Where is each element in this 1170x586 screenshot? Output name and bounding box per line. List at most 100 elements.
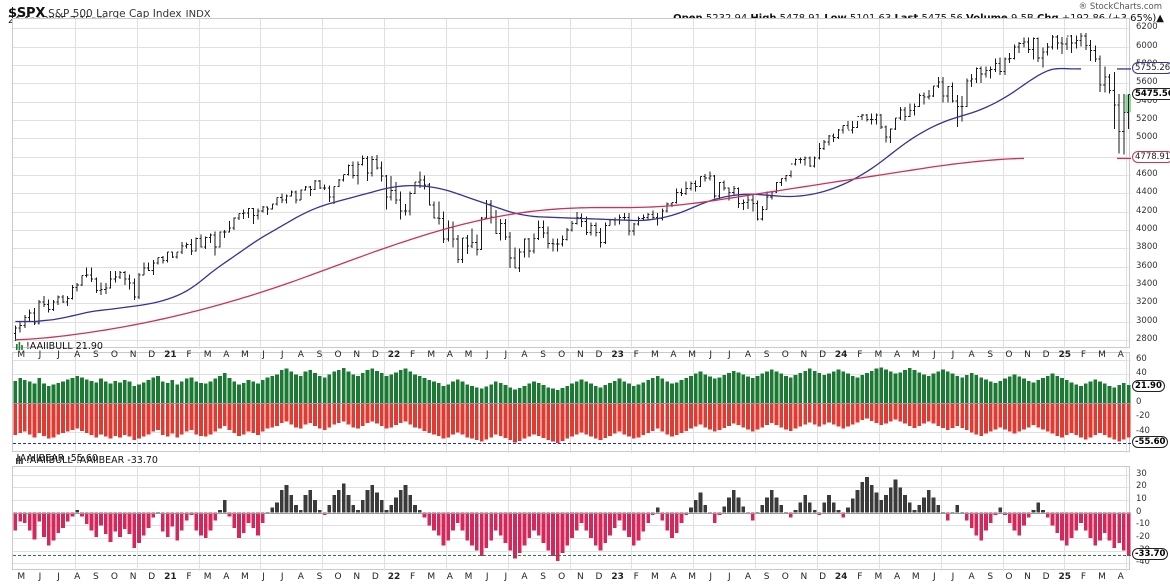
ohlc-bars [13,32,1131,341]
x-axis-tick: 22 [387,572,401,582]
y-axis-tick: 6000 [1136,40,1158,51]
panel2-bear-label: !AAIIBEAR -55.60 [16,453,98,464]
x-axis-tick: D [819,572,827,582]
x-axis-tick: 21 [164,350,177,360]
gridline-horizontal [13,360,1131,361]
x-axis-tick: J [728,350,731,360]
x-axis-tick: M [203,350,212,360]
x-axis-tick: S [92,350,99,360]
gridline-horizontal [13,28,1131,29]
price-panel[interactable] [12,18,1131,349]
x-axis-tick: M [464,572,473,582]
x-axis-tick: M [874,350,883,360]
x-axis-tick: A [297,350,304,360]
gridline-horizontal [13,538,1131,539]
gridline-vertical [322,467,324,571]
x-axis-tick: N [129,350,137,360]
gridline-vertical [136,19,138,349]
y-axis-tick: 30 [1136,468,1147,479]
x-axis-tick: A [968,350,975,360]
x-axis-tick: M [427,350,436,360]
gridline-vertical [1126,19,1128,349]
y-axis-tick: 4600 [1136,168,1158,179]
x-axis-tick: S [763,572,770,582]
gridline-horizontal [13,212,1131,213]
x-axis-tick: F [1080,572,1086,582]
gridline-horizontal [13,374,1131,375]
gridline-vertical [198,19,200,349]
x-axis-bottom: M J J A S O N D 21 F M A M J J A S O N D 22 F M A M J J A S O N D 23 F M A M… [0,572,1170,586]
x-axis-tick: M [911,572,920,582]
x-axis-tick: J [280,350,284,360]
y-axis-tick: 0 [1136,397,1142,407]
y-axis-tick: 20 [1136,481,1147,492]
x-axis-tick: A [446,572,453,582]
y-axis-tick: 40 [1136,368,1147,379]
price-highlight-label: -33.70 [1132,548,1169,561]
gridline-vertical [260,467,262,571]
gridline-horizontal [13,120,1131,121]
x-axis-tick: D [595,572,603,582]
gridline-vertical [445,19,447,349]
x-axis-tick: M [241,350,249,360]
x-axis-tick: M [874,572,883,582]
zero-line [13,403,1131,404]
price-highlight-label: 5475.56 [1132,87,1170,100]
gridline-horizontal [13,285,1131,286]
gridline-vertical [693,19,695,349]
gridline-vertical [74,19,76,349]
gridline-vertical [198,467,200,571]
gridline-vertical [755,467,757,571]
x-axis-tick: D [371,350,379,360]
x-axis-tick: 23 [611,572,624,582]
x-axis-tick: F [410,350,416,360]
x-axis-tick: N [1024,350,1031,360]
y-axis-tick: 4200 [1136,205,1158,216]
x-axis-tick: A [74,350,81,360]
bear-reference-line [13,443,1131,444]
x-axis-tick: J [38,572,42,582]
x-axis-tick: S [316,572,323,582]
x-axis-tick: M [688,572,696,582]
x-axis-tick: 23 [611,350,624,360]
x-axis-tick: M [203,572,212,582]
spread-reference-line [13,555,1131,556]
plot-area-pricePanel [13,19,1131,349]
x-axis-price: M J J A S O N D 21 F M A M J J A S O N D 22 F M A M J J A S O N D 23 F M A M… [0,350,1170,364]
x-axis-tick: J [933,572,936,582]
x-axis-tick: J [951,350,955,360]
gridline-vertical [755,19,757,349]
aaii-spread-panel[interactable] [12,466,1131,571]
y-axis-tick: -20 [1136,411,1150,422]
x-axis-tick: N [576,350,584,360]
x-axis-tick: F [633,350,639,360]
x-axis-tick: O [334,572,342,582]
gridline-horizontal [13,157,1131,158]
price-highlight-label: 21.90 [1132,380,1165,393]
x-axis-tick: O [558,572,566,582]
x-axis-tick: A [223,350,230,360]
x-axis-tick: A [521,350,528,360]
x-axis-tick: A [1117,350,1124,360]
gridline-horizontal [13,65,1131,66]
gridline-horizontal [13,47,1131,48]
x-axis-tick: 21 [164,572,177,582]
gridline-vertical [445,467,447,571]
x-axis-tick: F [633,572,639,582]
gridline-horizontal [13,102,1131,103]
gridline-vertical [1064,467,1066,571]
gridline-vertical [1002,467,1004,571]
symbol-description: S&P 500 Large Cap Index [48,8,182,20]
x-axis-tick: A [968,572,975,582]
x-axis-tick: J [951,572,955,582]
x-axis-tick: J [57,350,60,360]
y-axis-tick: 4000 [1136,223,1158,234]
x-axis-tick: O [334,350,342,360]
aaii-bull-bear-panel[interactable] [12,352,1131,453]
x-axis-tick: M [427,572,436,582]
gridline-horizontal [13,563,1131,564]
x-axis-tick: N [129,572,137,582]
stockcharts-watermark: ® StockCharts.com [1078,2,1162,12]
y-axis-tick: 5000 [1136,132,1158,143]
gridline-horizontal [13,551,1131,552]
